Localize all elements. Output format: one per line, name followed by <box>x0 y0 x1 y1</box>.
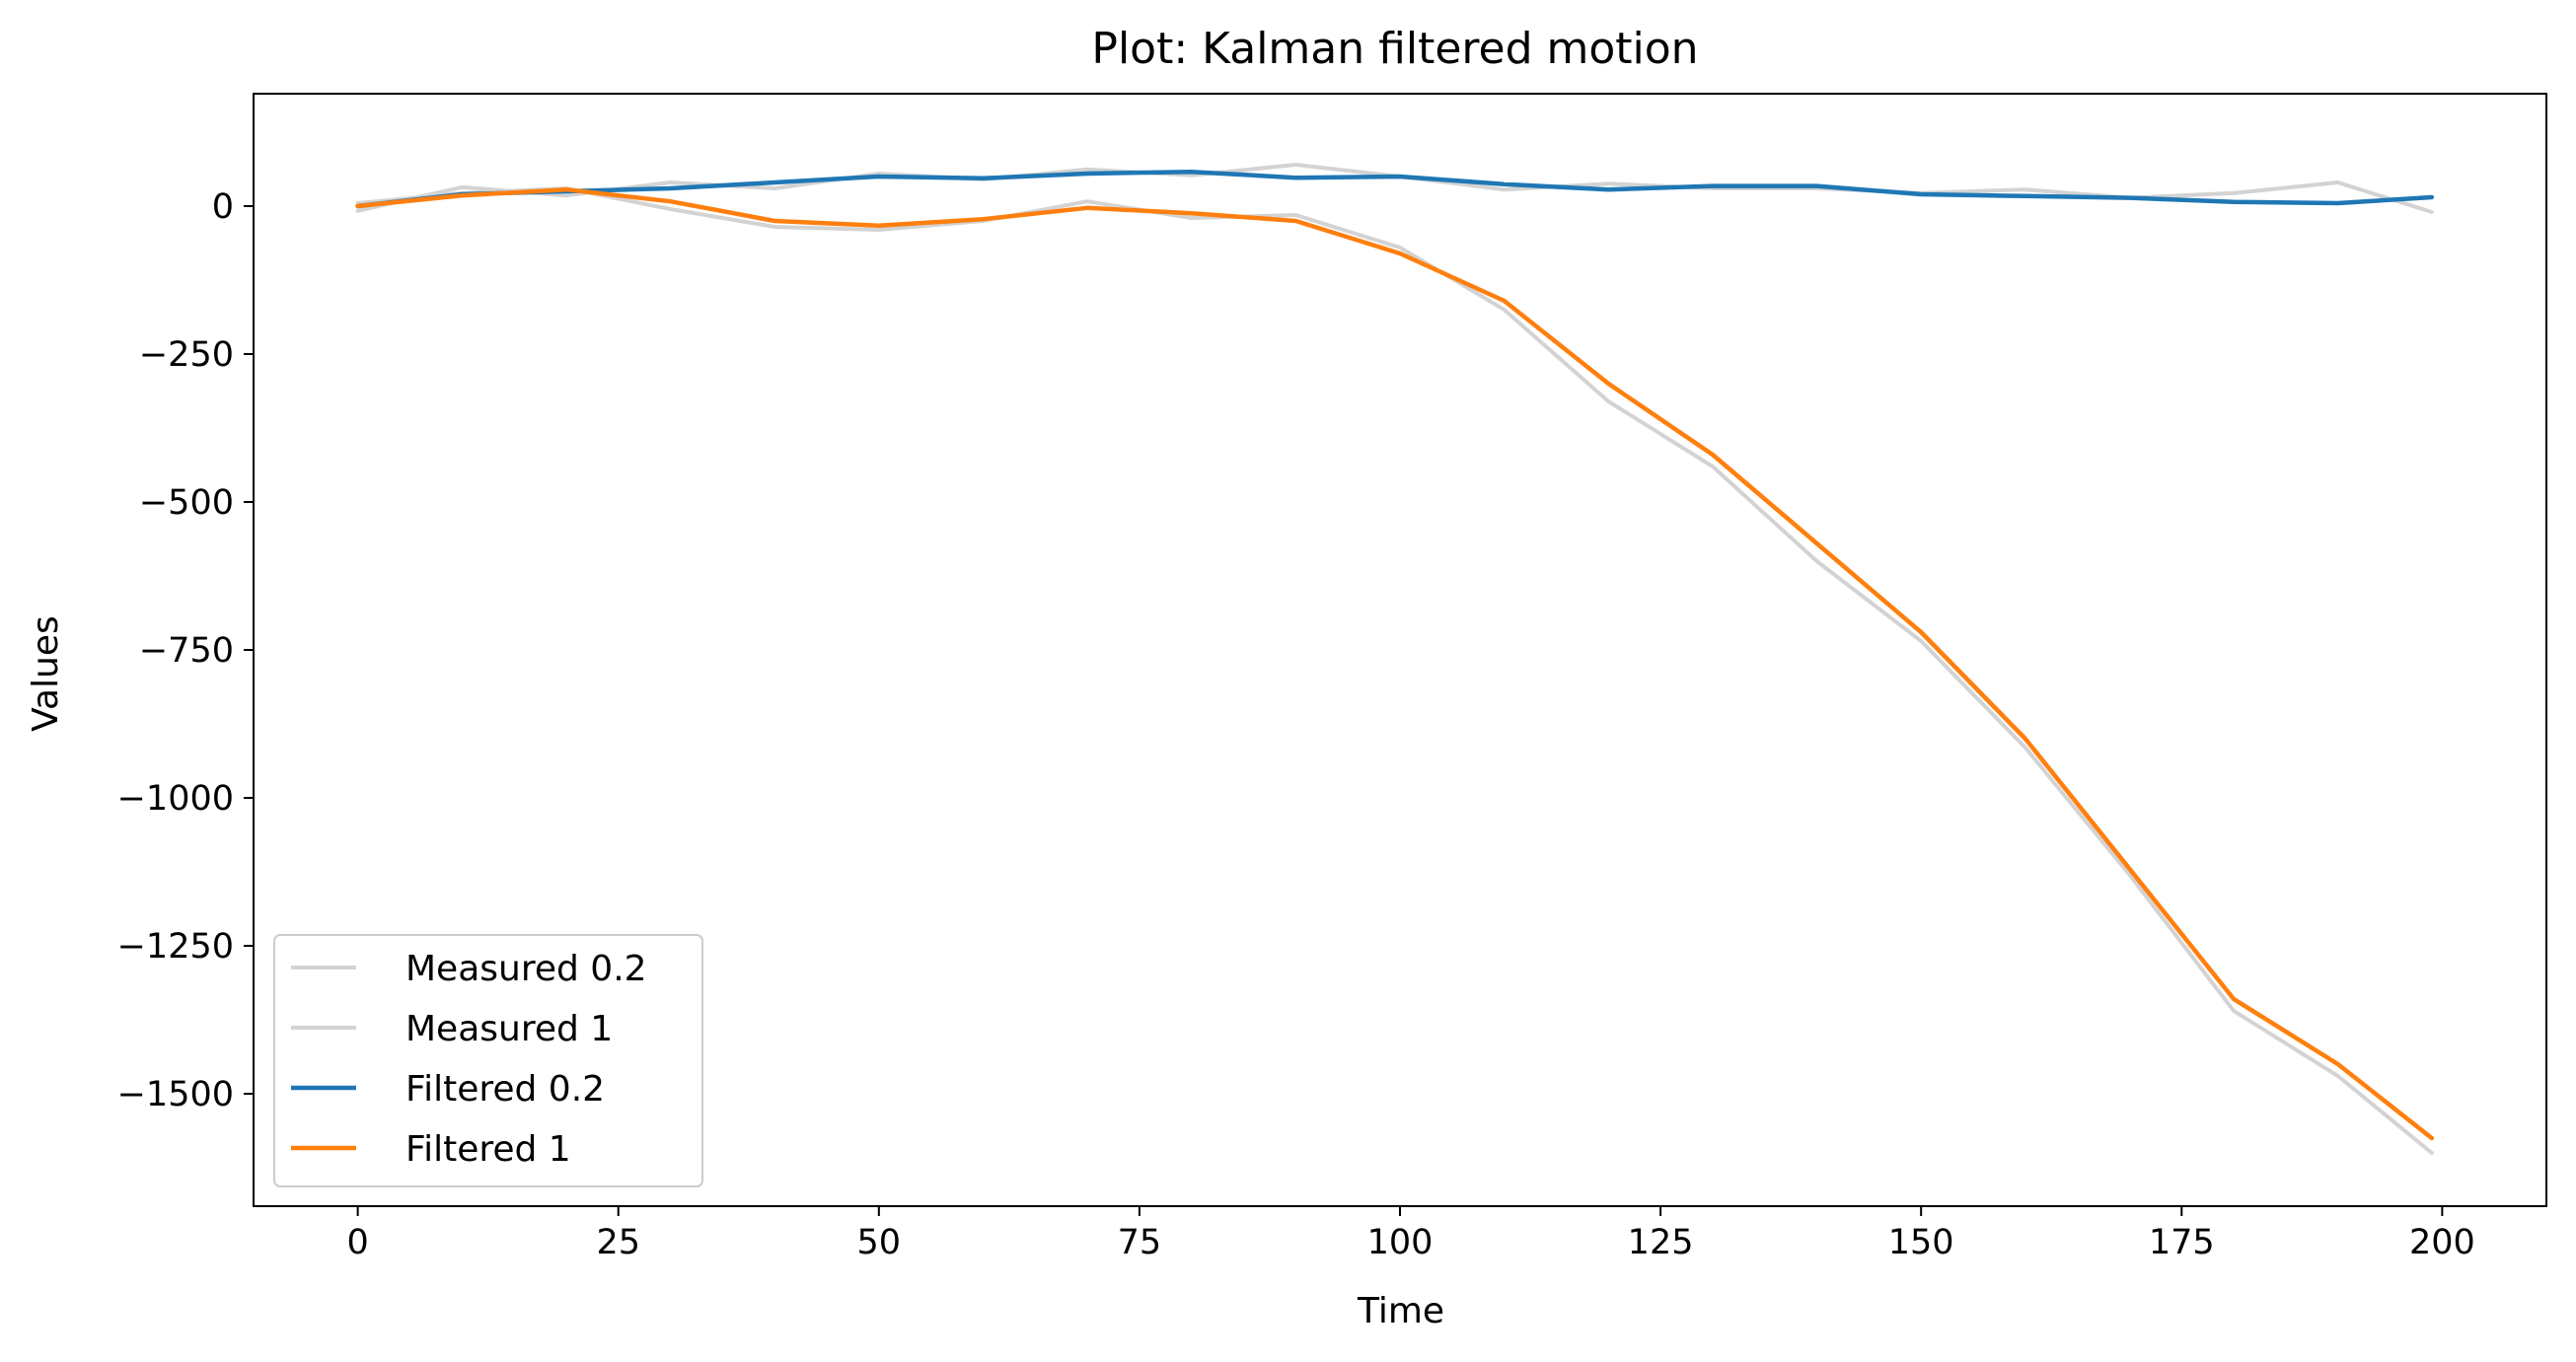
x-tick-label: 0 <box>346 1223 368 1262</box>
y-tick-label: −1250 <box>117 927 234 967</box>
legend-label: Measured 1 <box>405 1009 613 1049</box>
plot-area <box>253 93 2547 1207</box>
y-tick-label: −250 <box>139 335 234 375</box>
legend-label: Measured 0.2 <box>405 949 647 989</box>
y-tick-label: −500 <box>139 483 234 523</box>
legend: Measured 0.2 Measured 1 Filtered 0.2 Filter… <box>273 934 703 1187</box>
series-line-measured-1 <box>355 186 2434 1155</box>
legend-label: Filtered 1 <box>405 1129 571 1170</box>
y-tick-label: −1500 <box>117 1075 234 1114</box>
x-tick-label: 150 <box>1888 1223 1954 1262</box>
series-line-filtered-0-2 <box>355 169 2435 209</box>
x-tick-label: 175 <box>2149 1223 2215 1262</box>
legend-box <box>273 934 703 1187</box>
chart-title: Plot: Kalman filtered motion <box>1091 24 1698 74</box>
x-tick-label: 25 <box>596 1223 640 1262</box>
x-axis-label: Time <box>1357 1291 1444 1331</box>
series-line-filtered-1 <box>355 186 2435 1141</box>
y-axis: 0 −250 −500 −750 −1000 −1250 −1500 <box>117 187 254 1114</box>
x-tick-label: 200 <box>2409 1223 2475 1262</box>
x-tick-label: 50 <box>857 1223 902 1262</box>
legend-label: Filtered 0.2 <box>405 1069 605 1110</box>
y-tick-label: 0 <box>212 187 234 227</box>
x-axis: 0 25 50 75 100 125 150 175 200 <box>346 1206 2475 1262</box>
y-tick-label: −750 <box>139 631 234 671</box>
y-axis-label: Values <box>26 615 66 732</box>
x-tick-label: 100 <box>1367 1223 1434 1262</box>
x-tick-label: 75 <box>1118 1223 1162 1262</box>
x-tick-label: 125 <box>1628 1223 1694 1262</box>
y-tick-label: −1000 <box>117 779 234 819</box>
